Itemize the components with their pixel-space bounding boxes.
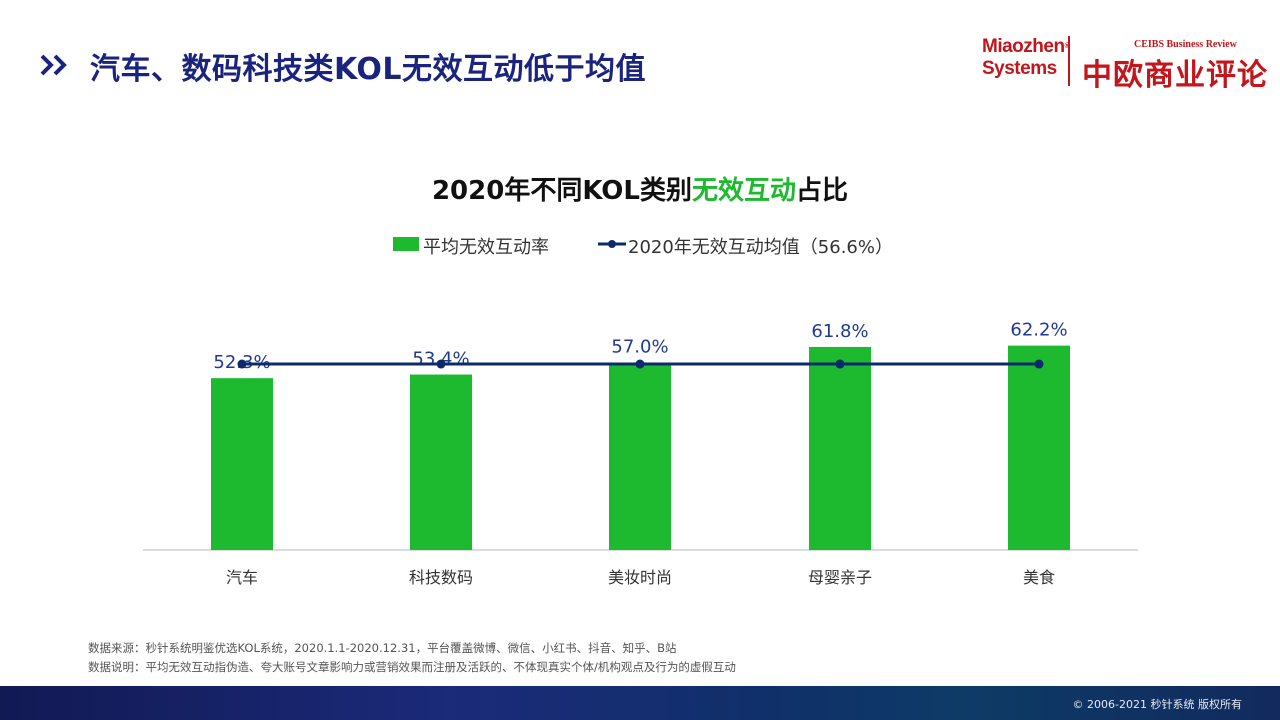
footnote-source: 数据来源：秒针系统明鉴优选KOL系统，2020.1.1-2020.12.31，平… [88, 641, 677, 655]
data-label-3: 61.8% [811, 321, 868, 342]
bar-3 [809, 346, 871, 550]
x-tick-label-3: 母婴亲子 [808, 568, 872, 587]
x-tick-label-4: 美食 [1023, 568, 1055, 587]
chart-legend: 平均无效互动率 2020年无效互动均值（56.6%） [0, 232, 1280, 260]
miaozhen-logo: Miaozhen® Systems [982, 36, 1070, 79]
ceibs-logo-chinese: 中欧商业评论 [1082, 58, 1268, 93]
bar-4 [1008, 345, 1070, 550]
average-point-2 [635, 359, 645, 369]
legend-line-label: 2020年无效互动均值（56.6%） [628, 237, 893, 258]
footer-bar: © 2006-2021 秒针系统 版权所有 [0, 686, 1280, 720]
bar-1 [410, 374, 472, 550]
bar-0 [211, 378, 273, 550]
average-point-0 [237, 359, 247, 369]
bar-2 [609, 362, 671, 550]
x-tick-label-2: 美妆时尚 [608, 568, 672, 587]
copyright-text: © 2006-2021 秒针系统 版权所有 [1072, 698, 1242, 711]
chart-title: 2020年不同KOL类别无效互动占比 [0, 170, 1280, 207]
legend-line-swatch [598, 240, 626, 248]
chart-title-part1: 2020年不同KOL类别 [431, 176, 692, 206]
ceibs-logo-english: CEIBS Business Review [1134, 39, 1237, 50]
page-title: 汽车、数码科技类KOL无效互动低于均值 [90, 52, 647, 87]
average-point-4 [1034, 359, 1044, 369]
data-label-2: 57.0% [611, 337, 668, 358]
bar-chart: 52.3%汽车53.4%科技数码57.0%美妆时尚61.8%母婴亲子62.2%美… [143, 320, 1138, 587]
chart-title-part2: 占比 [796, 176, 849, 206]
logo-divider [1068, 36, 1070, 86]
chart-title-highlight: 无效互动 [691, 176, 796, 206]
data-label-4: 62.2% [1010, 320, 1067, 341]
double-chevron-icon [40, 54, 67, 76]
legend-bar-swatch [393, 237, 419, 251]
x-tick-label-0: 汽车 [226, 568, 258, 587]
x-tick-label-1: 科技数码 [409, 568, 473, 587]
average-point-1 [436, 359, 446, 369]
footnote-note: 数据说明：平均无效互动指伪造、夸大账号文章影响力或营销效果而注册及活跃的、不体现… [88, 660, 736, 674]
average-point-3 [835, 359, 845, 369]
header: 汽车、数码科技类KOL无效互动低于均值 Miaozhen® Systems CE… [0, 0, 1280, 100]
legend-bar-label: 平均无效互动率 [423, 237, 549, 258]
